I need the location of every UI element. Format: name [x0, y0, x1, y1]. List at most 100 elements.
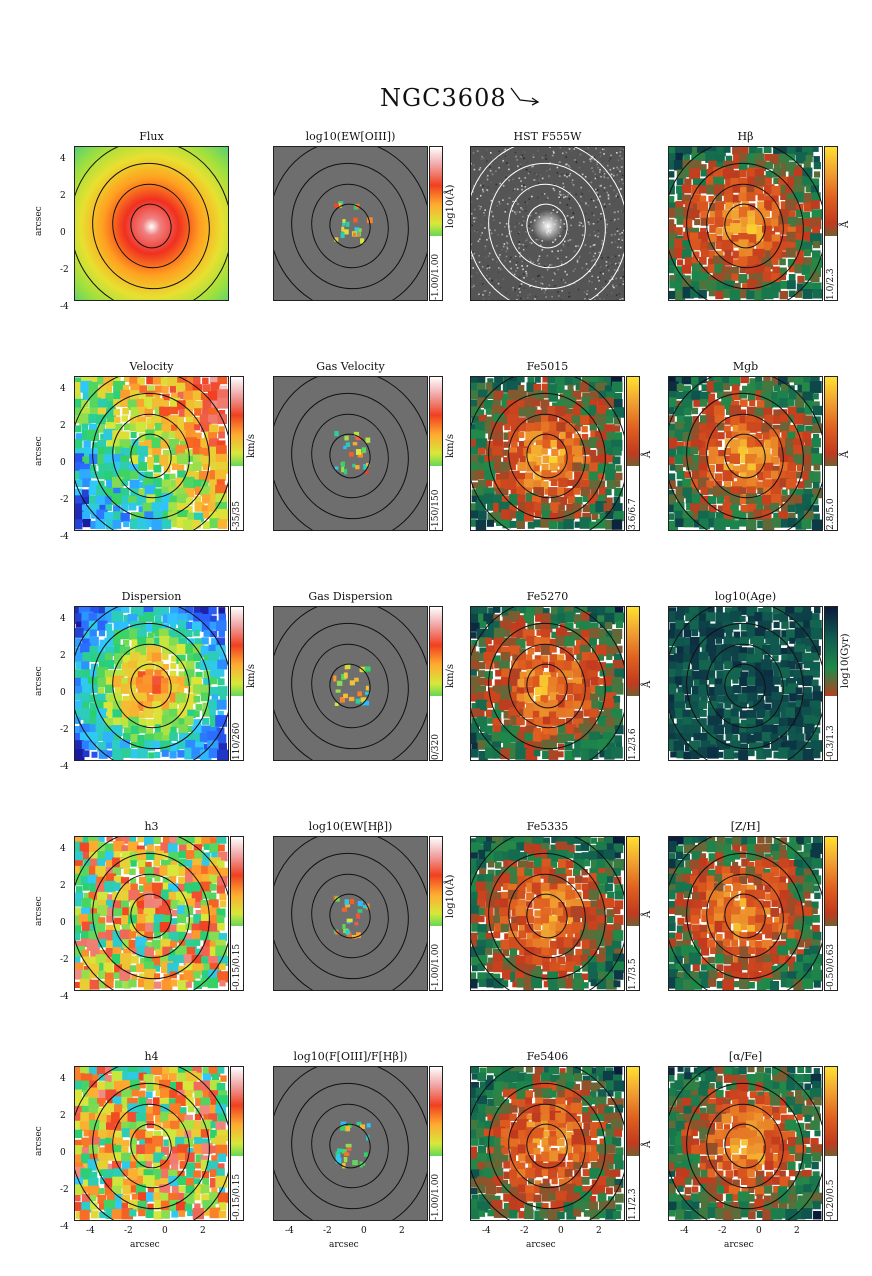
- voronoi-bin: [76, 886, 83, 893]
- voronoi-bin: [178, 661, 186, 669]
- voronoi-bin: [803, 1131, 810, 1138]
- voronoi-bin: [777, 945, 788, 956]
- voronoi-bin: [813, 885, 819, 891]
- y-tick-label: 0: [60, 918, 66, 928]
- voronoi-bin: [668, 457, 675, 465]
- voronoi-bin: [701, 249, 710, 258]
- voronoi-bin: [668, 407, 674, 414]
- y-tick-label: 2: [60, 881, 66, 891]
- voronoi-bin: [749, 940, 756, 947]
- voronoi-bin: [503, 442, 509, 448]
- voronoi-bin: [574, 1084, 580, 1090]
- voronoi-bin: [684, 630, 691, 637]
- voronoi-bin: [678, 1066, 684, 1072]
- voronoi-bin: [178, 932, 186, 940]
- voronoi-bin: [604, 898, 614, 908]
- y-tick-label: 4: [60, 154, 66, 164]
- voronoi-bin: [781, 621, 788, 628]
- voronoi-bin: [773, 614, 780, 621]
- voronoi-bin: [154, 1123, 161, 1130]
- x-tick-label: 0: [361, 1226, 367, 1236]
- voronoi-bin: [674, 406, 684, 416]
- voronoi-bin: [504, 424, 510, 430]
- voronoi-bin: [765, 1153, 773, 1161]
- panel-title: Flux: [74, 130, 229, 143]
- voronoi-bin: [789, 274, 796, 281]
- voronoi-bin: [582, 1177, 590, 1185]
- voronoi-bin: [571, 906, 583, 918]
- voronoi-bin: [219, 1211, 226, 1218]
- voronoi-bin: [130, 480, 140, 490]
- voronoi-bin: [568, 496, 576, 504]
- voronoi-bin: [614, 1129, 622, 1137]
- panel-title: Fe5335: [470, 820, 625, 833]
- voronoi-bin: [527, 861, 534, 868]
- voronoi-bin: [771, 1137, 780, 1146]
- voronoi-bin: [180, 1107, 187, 1114]
- x-tick-label: -2: [323, 1226, 332, 1236]
- voronoi-bin: [804, 161, 811, 168]
- voronoi-bin: [82, 652, 92, 662]
- voronoi-bin: [740, 399, 748, 407]
- voronoi-bin: [146, 1091, 153, 1098]
- voronoi-bin: [779, 398, 788, 407]
- voronoi-bin: [689, 953, 701, 965]
- voronoi-bin: [503, 1193, 511, 1201]
- voronoi-bin: [219, 980, 225, 986]
- voronoi-bin: [98, 399, 108, 409]
- voronoi-bin: [668, 1075, 674, 1081]
- voronoi-bin: [97, 472, 105, 480]
- voronoi-bin: [722, 873, 733, 884]
- voronoi-bin: [573, 701, 581, 709]
- voronoi-bin: [676, 153, 683, 160]
- voronoi-bin: [803, 907, 813, 917]
- voronoi-bin: [74, 925, 81, 933]
- voronoi-bin: [740, 616, 746, 622]
- voronoi-bin: [105, 979, 114, 988]
- voronoi-bin: [123, 733, 131, 741]
- voronoi-bin: [210, 884, 217, 891]
- voronoi-bin: [803, 892, 810, 899]
- voronoi-bin: [813, 1211, 821, 1219]
- voronoi-bin: [668, 291, 676, 299]
- voronoi-bin: [132, 1089, 139, 1096]
- voronoi-bin: [584, 860, 590, 866]
- voronoi-bin: [148, 752, 154, 758]
- voronoi-bin: [599, 512, 606, 519]
- voronoi-bin: [801, 519, 811, 529]
- voronoi-bin: [813, 482, 820, 489]
- voronoi-bin: [582, 982, 588, 988]
- voronoi-bin: [685, 1187, 692, 1194]
- voronoi-bin: [714, 405, 725, 416]
- voronoi-bin: [668, 513, 674, 520]
- map-fe5015: [470, 376, 625, 531]
- voronoi-bin: [169, 474, 175, 480]
- voronoi-bin: [683, 752, 691, 760]
- y-tick-label: 0: [60, 688, 66, 698]
- voronoi-bin: [210, 661, 218, 669]
- voronoi-bin: [805, 1067, 811, 1073]
- voronoi-bin: [731, 210, 740, 219]
- voronoi-bin: [747, 836, 756, 844]
- voronoi-bin: [691, 978, 702, 989]
- voronoi-bin: [741, 505, 749, 513]
- voronoi-bin: [797, 1066, 804, 1073]
- voronoi-bin: [668, 922, 676, 931]
- voronoi-bin: [80, 1210, 90, 1220]
- panel-z-h: [Z/H]-0.50/0.63: [624, 820, 820, 1046]
- voronoi-bin: [98, 687, 104, 693]
- voronoi-bin: [589, 1202, 598, 1211]
- voronoi-bin: [122, 408, 129, 415]
- voronoi-bin: [186, 498, 193, 505]
- voronoi-bin: [733, 425, 739, 431]
- voronoi-bin: [202, 637, 209, 644]
- voronoi-bin: [128, 1168, 139, 1179]
- voronoi-bin: [683, 219, 692, 228]
- voronoi-bin: [715, 954, 725, 964]
- panel-title: Velocity: [74, 360, 229, 373]
- voronoi-bin: [813, 1097, 821, 1105]
- voronoi-bin: [802, 978, 813, 989]
- voronoi-bin: [614, 399, 623, 408]
- voronoi-bin: [470, 723, 479, 734]
